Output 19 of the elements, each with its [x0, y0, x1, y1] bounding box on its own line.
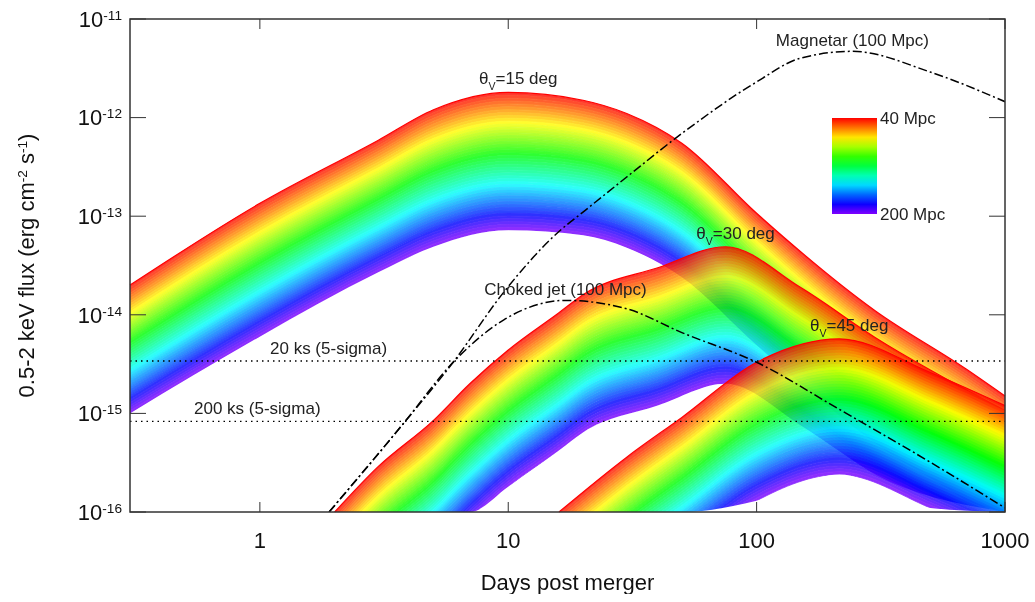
y-tick-label: 10$^{-12}$ [77, 105, 122, 131]
series-label: θ$_{V}$=30 deg [696, 223, 775, 247]
x-tick-label: 10 [496, 528, 521, 553]
annotation: 40 Mpc [880, 108, 937, 128]
series-label: θ$_{V}$=15 deg [479, 69, 558, 93]
y-tick-label: 10$^{-14}$ [77, 302, 123, 328]
y-tick-label: 10$^{-15}$ [77, 401, 122, 427]
x-tick-label: 1 [253, 528, 266, 553]
ref-line-label: 200 ks (5-sigma) [194, 399, 321, 419]
x-tick-label: 1000 [980, 528, 1030, 553]
y-tick-label: 10$^{-16}$ [77, 499, 122, 525]
series-label: Magnetar (100 Mpc) [775, 31, 929, 51]
y-tick-label: 10$^{-11}$ [78, 6, 122, 32]
y-tick-label: 10$^{-13}$ [77, 203, 122, 229]
series-label: θ$_{V}$=45 deg [809, 315, 889, 339]
ref-line-label: 20 ks (5-sigma) [270, 339, 388, 358]
x-tick-label: 100 [738, 528, 775, 553]
annotation: 200 Mpc [880, 204, 946, 224]
x-axis-title: Days post merger [480, 570, 655, 595]
